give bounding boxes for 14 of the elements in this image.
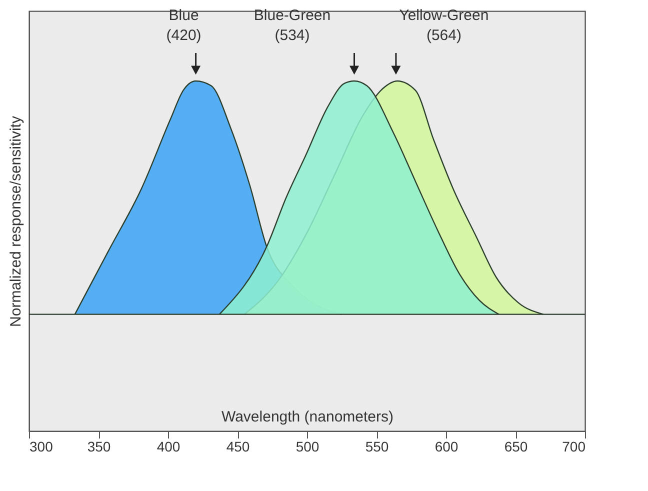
x-tick-label: 500 [296,438,320,454]
annotation: Blue (420) [166,7,202,44]
x-tick-label: 700 [562,438,586,454]
x-tick-label: 400 [156,438,180,454]
annotation: Yellow-Green (564) [399,7,489,44]
x-tick-label: 300 [30,438,54,454]
annotation: Blue-Green (534) [254,7,331,44]
x-tick-label: 350 [87,438,111,454]
x-tick-label: 650 [504,438,528,454]
x-tick-label: 600 [434,438,458,454]
y-axis-title: Normalized response/sensitivity [8,116,24,327]
x-tick-label: 550 [365,438,389,454]
x-axis-title: Wavelength (nanometers) [221,408,394,426]
x-tick-label: 450 [226,438,250,454]
